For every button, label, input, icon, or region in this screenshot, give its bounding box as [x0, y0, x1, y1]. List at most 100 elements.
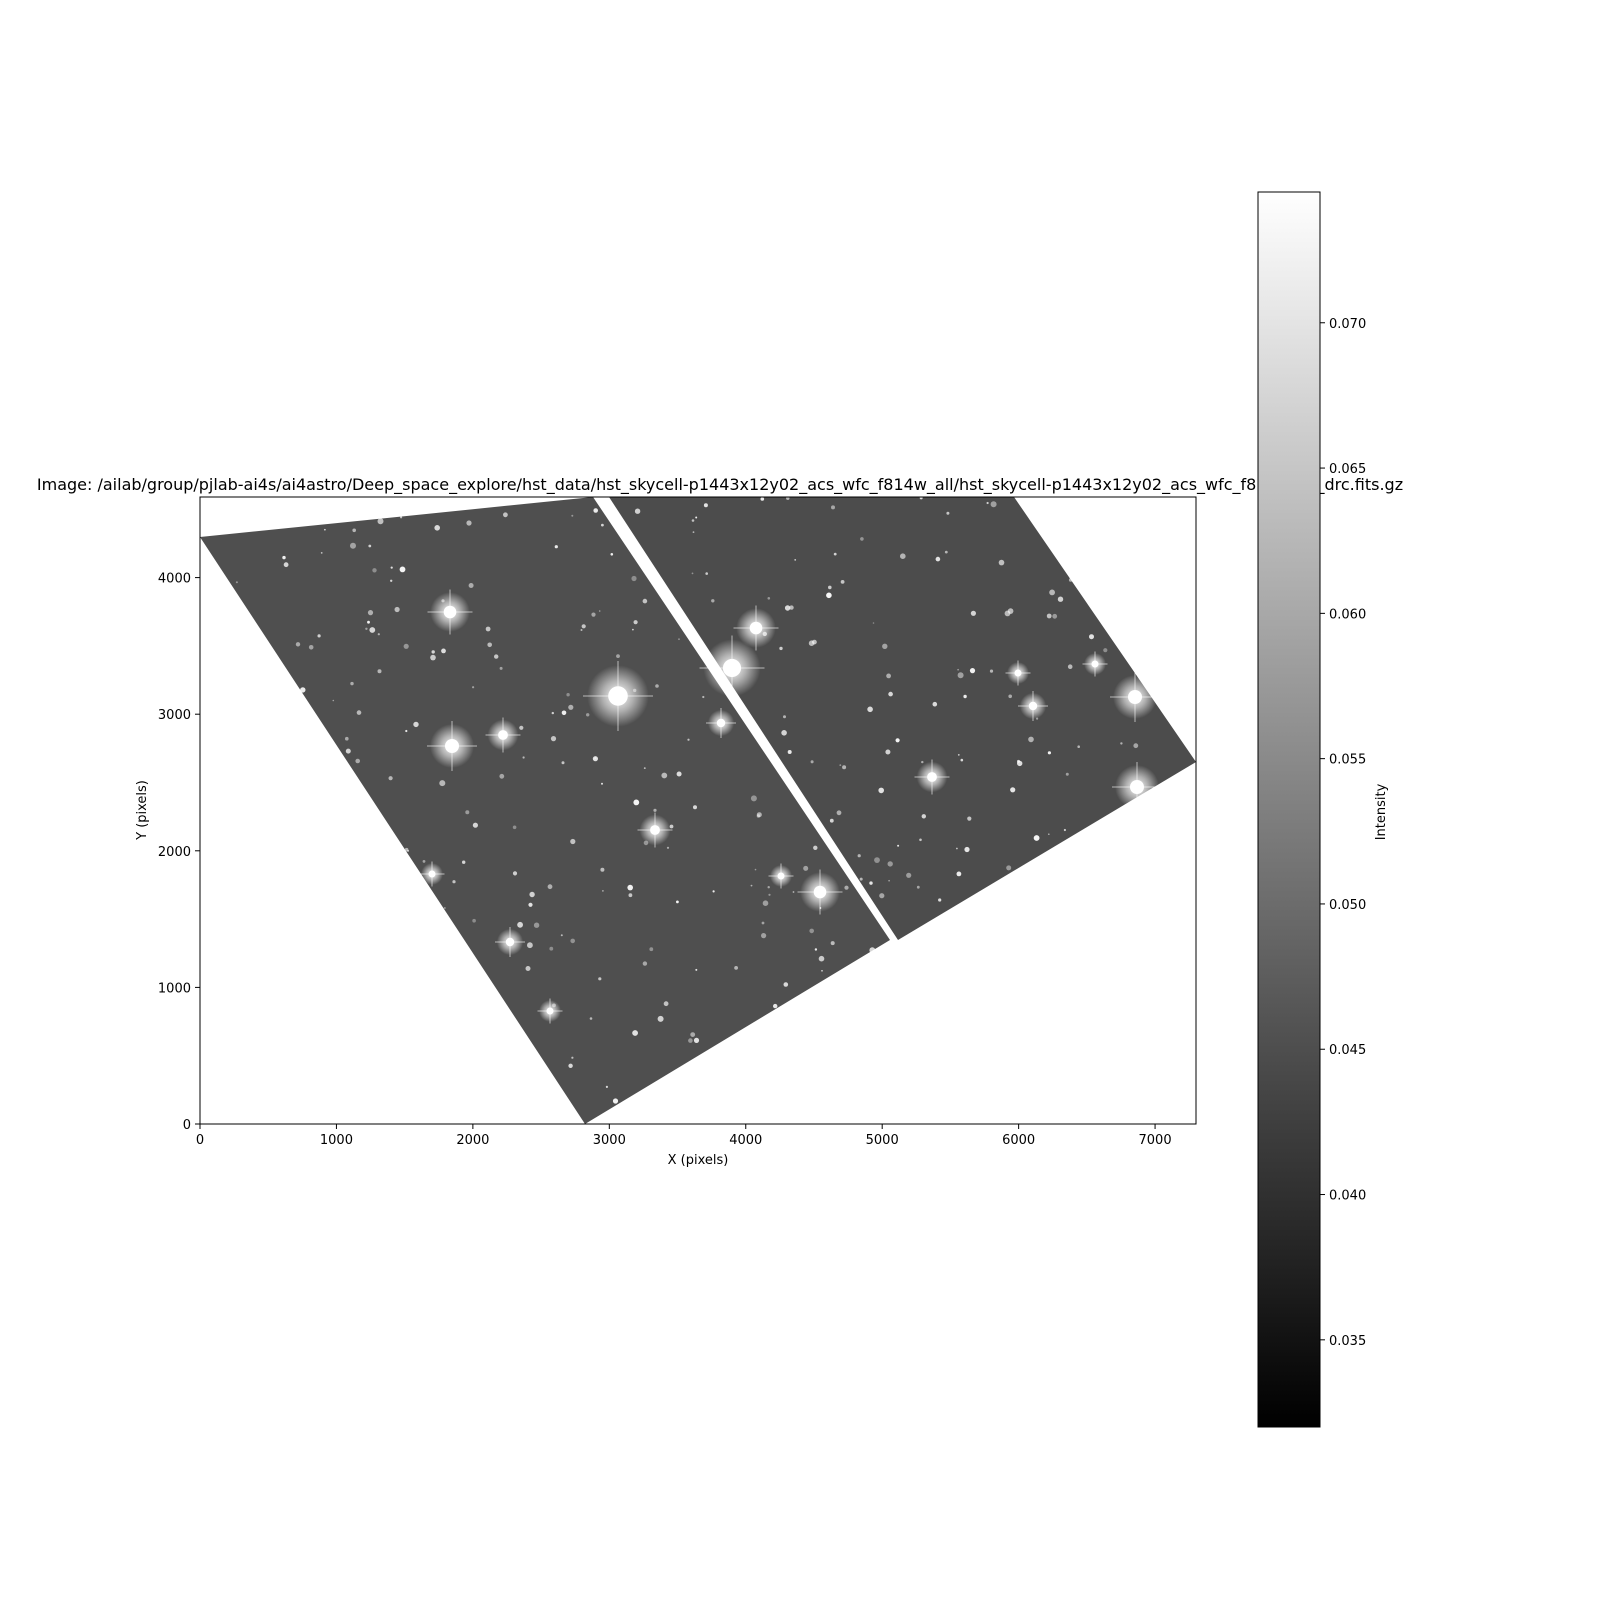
faint-source: [601, 523, 604, 527]
faint-source: [527, 942, 533, 949]
faint-source: [900, 553, 906, 559]
faint-source: [404, 847, 409, 852]
faint-source: [571, 514, 574, 517]
faint-source: [814, 889, 821, 895]
faint-source: [956, 847, 958, 850]
faint-source: [957, 754, 960, 756]
faint-source: [355, 758, 361, 764]
axes-frame: [199, 496, 1197, 1125]
faint-source: [692, 531, 695, 533]
faint-source: [882, 643, 888, 649]
y-tick-label: 3000: [158, 708, 191, 723]
faint-source: [989, 669, 994, 673]
faint-source: [235, 581, 238, 584]
faint-source: [754, 868, 757, 871]
faint-source: [431, 650, 435, 654]
faint-source: [443, 907, 446, 909]
faint-source: [756, 812, 762, 818]
faint-source: [632, 1030, 638, 1036]
detector-chip-left: [200, 497, 890, 1124]
faint-source: [598, 610, 601, 612]
faint-source: [499, 666, 503, 670]
faint-source: [833, 552, 837, 556]
sky-image: [200, 497, 1196, 1124]
faint-source: [663, 1001, 669, 1007]
faint-source: [610, 553, 614, 556]
faint-source: [1008, 694, 1012, 699]
faint-source: [308, 645, 314, 650]
faint-source: [844, 885, 849, 890]
faint-source: [944, 550, 948, 554]
faint-source: [611, 693, 613, 695]
faint-source: [566, 693, 570, 697]
faint-source: [919, 838, 922, 842]
faint-source: [466, 520, 472, 526]
colorbar-ticks: 0.035 0.040 0.045 0.050 0.055 0.060 0.065 0.070: [1320, 317, 1366, 1349]
faint-source: [601, 782, 603, 785]
faint-source: [666, 846, 670, 849]
faint-source: [956, 871, 962, 877]
faint-source: [633, 620, 638, 625]
faint-source: [403, 643, 409, 649]
faint-source: [657, 1015, 664, 1022]
faint-source: [998, 559, 1005, 566]
faint-source: [1004, 610, 1011, 617]
faint-source: [551, 711, 554, 715]
faint-source: [633, 799, 640, 806]
faint-source: [818, 955, 825, 962]
faint-source: [860, 537, 864, 541]
x-tick-label: 7000: [1139, 1133, 1172, 1148]
faint-source: [591, 612, 596, 617]
faint-source: [762, 900, 769, 906]
faint-source: [283, 562, 289, 568]
faint-source: [935, 556, 941, 562]
faint-source: [628, 893, 633, 898]
faint-source: [695, 516, 698, 519]
faint-source: [300, 687, 306, 693]
faint-source: [586, 713, 590, 717]
faint-source: [705, 572, 708, 575]
faint-source: [441, 648, 446, 654]
faint-source: [560, 934, 563, 937]
faint-source: [703, 503, 708, 508]
faint-source: [627, 884, 633, 891]
faint-source: [394, 606, 400, 613]
faint-source: [472, 918, 476, 923]
faint-source: [1077, 745, 1080, 748]
faint-source: [472, 822, 478, 828]
faint-source: [549, 946, 554, 951]
faint-source: [452, 880, 456, 884]
colorbar-label: Intensity: [1374, 783, 1389, 840]
faint-source: [465, 810, 470, 815]
colorbar-tick-label: 0.050: [1329, 898, 1366, 913]
faint-source: [767, 597, 771, 600]
faint-source: [388, 776, 393, 781]
faint-source: [839, 764, 842, 766]
faint-source: [803, 865, 809, 871]
faint-source: [963, 694, 967, 699]
faint-source: [282, 555, 286, 560]
faint-source: [906, 872, 912, 878]
y-axis-label: Y (pixels): [135, 780, 150, 841]
faint-source: [413, 721, 419, 728]
faint-source: [669, 824, 674, 829]
faint-source: [317, 634, 321, 638]
faint-source: [964, 846, 970, 853]
faint-source: [295, 642, 301, 647]
faint-source: [1048, 833, 1050, 835]
faint-source: [487, 642, 493, 648]
faint-source: [809, 928, 814, 934]
faint-source: [485, 626, 491, 632]
faint-source: [760, 497, 765, 501]
y-axis: 0 1000 2000 3000 4000: [158, 572, 200, 1133]
faint-source: [762, 631, 767, 637]
sources-layer: [235, 497, 1162, 1104]
faint-source: [1063, 828, 1066, 832]
faint-source: [568, 1063, 573, 1069]
faint-source: [897, 844, 900, 847]
faint-source: [878, 787, 884, 794]
faint-source: [767, 886, 770, 889]
faint-source: [687, 738, 690, 741]
faint-source: [768, 893, 771, 896]
